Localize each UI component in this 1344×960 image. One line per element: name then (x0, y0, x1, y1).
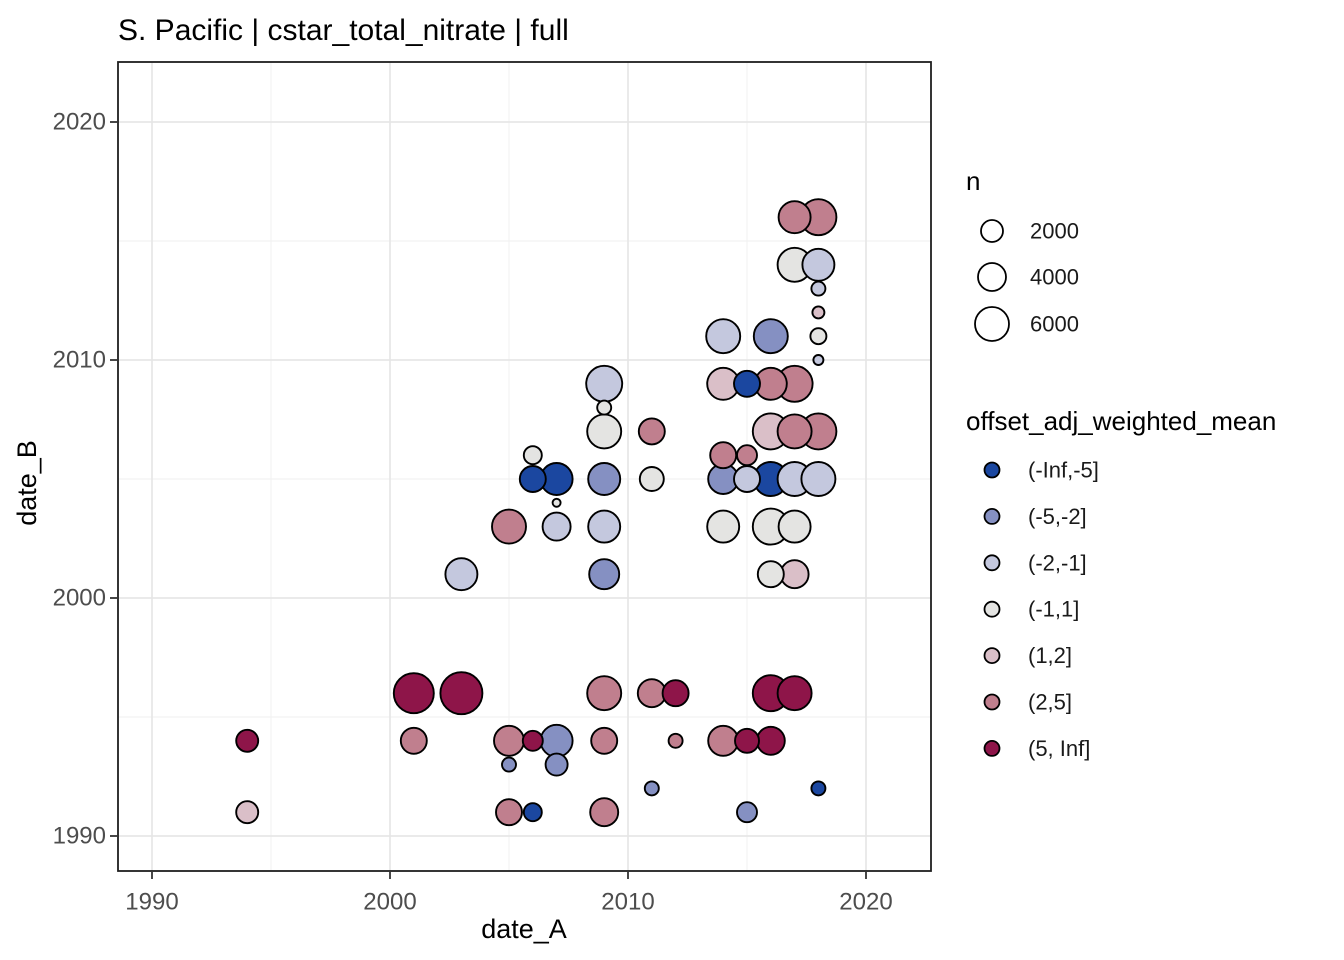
data-point (588, 558, 621, 591)
legend-layer: 2000 4000 6000 (-Inf,-5] (-5,-2] (-2,-1] (-1,1… (974, 219, 1099, 761)
data-point (810, 280, 827, 297)
color-legend-label: (5, Inf] (1028, 736, 1090, 761)
size-legend-label: 2000 (1030, 219, 1079, 244)
color-legend-key (983, 508, 1001, 525)
panel-border (117, 61, 932, 872)
color-legend-key (983, 740, 1001, 757)
data-point (521, 729, 544, 752)
data-point (736, 444, 758, 467)
data-point (756, 560, 785, 589)
x-tick-label: 2020 (839, 889, 892, 916)
data-point (812, 354, 825, 366)
data-point (707, 724, 740, 757)
chart-title: S. Pacific | cstar_total_nitrate | full (118, 14, 569, 47)
data-point (643, 780, 660, 797)
data-point (586, 675, 623, 712)
data-point (392, 672, 435, 715)
y-tick-label: 2010 (53, 347, 106, 374)
data-point (661, 679, 690, 708)
data-point (801, 247, 836, 282)
data-point (734, 727, 760, 754)
data-point (444, 557, 479, 592)
data-point (777, 509, 812, 544)
y-tick-label: 1990 (53, 823, 106, 850)
data-point (706, 509, 741, 544)
data-point (495, 798, 523, 827)
data-point (667, 732, 684, 749)
color-legend-key (983, 693, 1001, 711)
color-legend-label: (-5,-2] (1028, 504, 1087, 529)
color-legend-label: (-Inf,-5] (1028, 458, 1099, 483)
plot-panel-layer: 1990 2000 2010 2020 1990 2000 2010 2020 (53, 61, 932, 916)
data-point (736, 801, 758, 824)
data-point (709, 441, 738, 470)
x-axis-title: date_A (481, 914, 567, 944)
data-point (235, 800, 260, 825)
data-point (637, 417, 666, 446)
data-point (491, 508, 527, 545)
data-point (779, 559, 810, 590)
data-point (522, 802, 543, 823)
data-point (522, 445, 543, 466)
data-point (638, 466, 665, 492)
data-point (587, 509, 622, 544)
data-point (399, 726, 428, 755)
y-tick-label: 2000 (53, 585, 106, 612)
data-point (596, 399, 613, 416)
color-legend-key (983, 461, 1001, 479)
y-axis-title: date_B (12, 440, 42, 526)
x-tick-label: 2000 (363, 889, 416, 916)
data-point (589, 797, 620, 828)
data-point (733, 465, 761, 493)
y-tick-label: 2020 (53, 109, 106, 136)
data-point (811, 305, 826, 320)
data-point (551, 497, 562, 508)
data-point (705, 318, 742, 355)
data-point (733, 369, 761, 398)
color-legend-key (983, 554, 1001, 572)
data-point (590, 726, 619, 755)
color-legend-label: (-1,1] (1028, 597, 1079, 622)
color-legend-label: (-2,-1] (1028, 550, 1087, 575)
size-legend-key (980, 219, 1004, 243)
x-tick-label: 1990 (125, 889, 178, 916)
data-point (544, 752, 569, 777)
data-point (636, 678, 667, 709)
data-point (235, 728, 260, 753)
color-legend-label: (1,2] (1028, 643, 1072, 668)
data-point (493, 724, 525, 757)
color-legend-key (983, 600, 1001, 618)
data-point (810, 780, 827, 797)
size-legend-key (974, 306, 1010, 342)
data-point (586, 413, 623, 450)
data-point (518, 465, 547, 493)
data-point (752, 318, 789, 355)
data-point (539, 723, 574, 758)
size-legend-key (977, 262, 1007, 292)
data-point (439, 671, 484, 716)
data-point (776, 413, 813, 450)
data-point (587, 462, 622, 496)
data-point (800, 461, 837, 497)
size-legend-title: n (966, 166, 980, 196)
data-point (755, 725, 786, 756)
size-legend-label: 4000 (1030, 265, 1079, 290)
data-point (776, 675, 813, 712)
data-point (501, 756, 517, 773)
color-legend-label: (2,5] (1028, 690, 1072, 715)
color-legend-title: offset_adj_weighted_mean (966, 406, 1276, 436)
color-legend-key (983, 647, 1001, 664)
data-point (585, 364, 624, 403)
data-point (809, 327, 828, 346)
data-point (777, 200, 812, 235)
x-tick-label: 2010 (601, 889, 654, 916)
data-point (541, 511, 572, 542)
size-legend-label: 6000 (1030, 312, 1079, 337)
